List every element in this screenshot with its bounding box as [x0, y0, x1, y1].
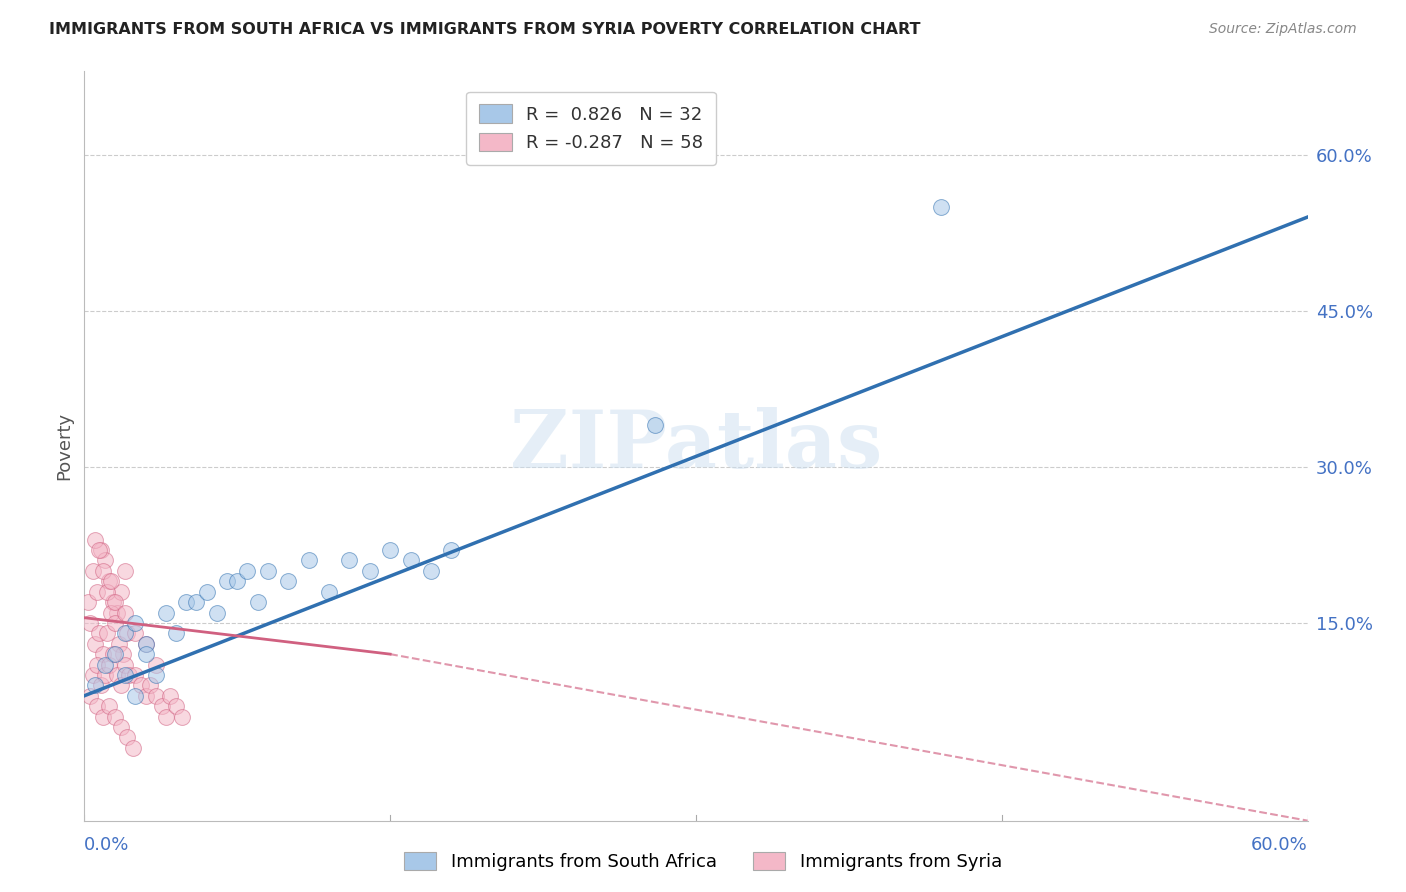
- Point: [82, 668, 104, 682]
- Point: [115, 626, 138, 640]
- Point: [91, 709, 114, 723]
- Point: [186, 595, 208, 609]
- Point: [114, 626, 136, 640]
- Point: [86, 584, 108, 599]
- Point: [93, 668, 115, 682]
- Point: [83, 678, 105, 692]
- Point: [339, 553, 361, 567]
- Point: [114, 606, 136, 620]
- Text: ZIPatlas: ZIPatlas: [510, 407, 882, 485]
- Point: [93, 553, 115, 567]
- Point: [122, 740, 145, 755]
- Point: [110, 678, 132, 692]
- Point: [96, 584, 118, 599]
- Point: [145, 668, 167, 682]
- Point: [195, 584, 218, 599]
- Point: [150, 699, 173, 714]
- Point: [90, 543, 112, 558]
- Legend: R =  0.826   N = 32, R = -0.287   N = 58: R = 0.826 N = 32, R = -0.287 N = 58: [467, 92, 716, 165]
- Point: [114, 564, 136, 578]
- Point: [86, 699, 108, 714]
- Point: [114, 657, 136, 672]
- Point: [97, 574, 120, 589]
- Point: [104, 595, 127, 609]
- Point: [124, 615, 146, 630]
- Point: [135, 637, 157, 651]
- Point: [159, 689, 181, 703]
- Point: [145, 689, 167, 703]
- Text: Source: ZipAtlas.com: Source: ZipAtlas.com: [1209, 22, 1357, 37]
- Point: [135, 637, 157, 651]
- Point: [104, 647, 127, 661]
- Point: [86, 657, 108, 672]
- Point: [114, 668, 136, 682]
- Text: IMMIGRANTS FROM SOUTH AFRICA VS IMMIGRANTS FROM SYRIA POVERTY CORRELATION CHART: IMMIGRANTS FROM SOUTH AFRICA VS IMMIGRAN…: [49, 22, 921, 37]
- Point: [929, 200, 952, 214]
- Point: [217, 574, 239, 589]
- Point: [131, 678, 153, 692]
- Point: [108, 637, 131, 651]
- Point: [205, 606, 228, 620]
- Point: [100, 606, 122, 620]
- Point: [138, 678, 160, 692]
- Point: [97, 699, 120, 714]
- Point: [118, 668, 141, 682]
- Point: [399, 553, 422, 567]
- Point: [91, 564, 114, 578]
- Point: [277, 574, 299, 589]
- Point: [82, 564, 104, 578]
- Point: [100, 574, 122, 589]
- Point: [420, 564, 443, 578]
- Point: [101, 595, 124, 609]
- Point: [124, 626, 146, 640]
- Point: [124, 689, 146, 703]
- Point: [105, 668, 128, 682]
- Point: [257, 564, 280, 578]
- Point: [91, 647, 114, 661]
- Point: [93, 657, 115, 672]
- Point: [165, 626, 187, 640]
- Point: [79, 615, 101, 630]
- Point: [165, 699, 187, 714]
- Point: [135, 689, 157, 703]
- Point: [105, 606, 128, 620]
- Point: [96, 626, 118, 640]
- Point: [155, 606, 177, 620]
- Point: [110, 584, 132, 599]
- Point: [101, 647, 124, 661]
- Point: [110, 720, 132, 734]
- Point: [90, 678, 112, 692]
- Y-axis label: Poverty: Poverty: [55, 412, 73, 480]
- Point: [145, 657, 167, 672]
- Point: [246, 595, 269, 609]
- Point: [97, 657, 120, 672]
- Point: [298, 553, 321, 567]
- Legend: Immigrants from South Africa, Immigrants from Syria: Immigrants from South Africa, Immigrants…: [396, 845, 1010, 879]
- Point: [79, 689, 101, 703]
- Point: [112, 647, 135, 661]
- Point: [155, 709, 177, 723]
- Point: [104, 615, 127, 630]
- Point: [135, 647, 157, 661]
- Point: [87, 626, 110, 640]
- Point: [380, 543, 402, 558]
- Point: [83, 637, 105, 651]
- Point: [83, 533, 105, 547]
- Point: [124, 668, 146, 682]
- Text: 60.0%: 60.0%: [1251, 837, 1308, 855]
- Point: [172, 709, 194, 723]
- Point: [87, 543, 110, 558]
- Point: [174, 595, 197, 609]
- Point: [440, 543, 463, 558]
- Point: [226, 574, 249, 589]
- Point: [236, 564, 259, 578]
- Point: [644, 418, 666, 433]
- Point: [77, 595, 100, 609]
- Point: [104, 709, 127, 723]
- Point: [115, 731, 138, 745]
- Point: [318, 584, 340, 599]
- Point: [359, 564, 381, 578]
- Text: 0.0%: 0.0%: [84, 837, 129, 855]
